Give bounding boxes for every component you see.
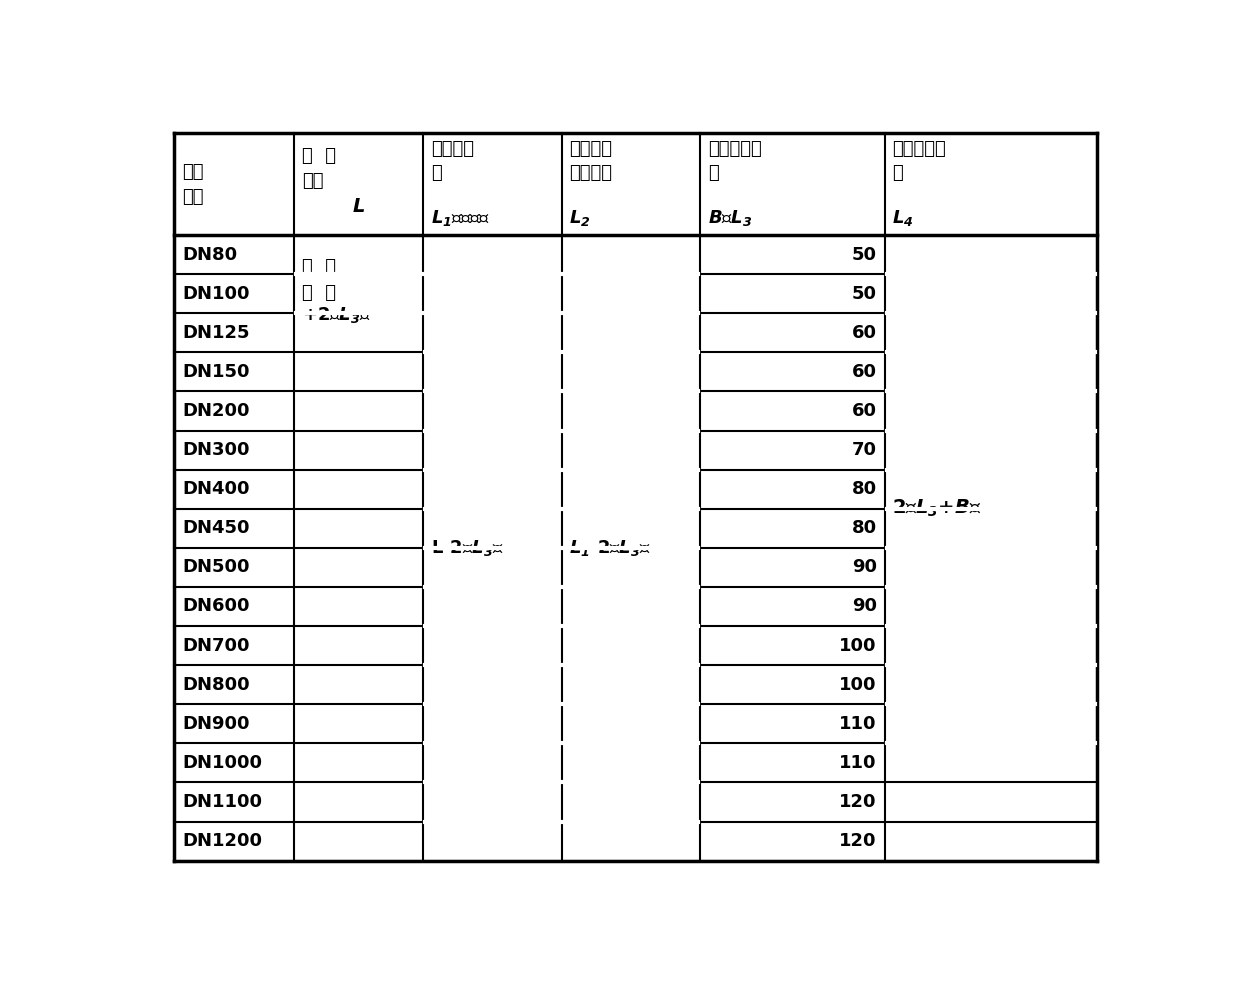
Text: DN400: DN400: [182, 480, 249, 498]
Text: 60: 60: [852, 402, 877, 420]
Text: 60: 60: [852, 324, 877, 341]
Text: +2（$\bfit{L_3}$）: +2（$\bfit{L_3}$）: [301, 305, 371, 326]
Text: $\bfit{L_2}$: $\bfit{L_2}$: [569, 208, 591, 227]
Text: $\bfit{L_1}$（缺口）: $\bfit{L_1}$（缺口）: [432, 208, 490, 227]
Text: DN80: DN80: [182, 246, 237, 264]
Text: 110: 110: [839, 714, 877, 733]
Text: 80: 80: [852, 480, 877, 498]
Text: DN1200: DN1200: [182, 832, 262, 850]
Text: DN500: DN500: [182, 558, 249, 577]
Text: 管道
规格: 管道 规格: [182, 162, 203, 206]
Text: DN1000: DN1000: [182, 754, 262, 771]
Text: 60: 60: [852, 363, 877, 381]
Text: DN600: DN600: [182, 597, 249, 615]
Text: DN450: DN450: [182, 520, 249, 537]
Text: DN200: DN200: [182, 402, 249, 420]
Text: 90: 90: [852, 558, 877, 577]
Text: DN150: DN150: [182, 363, 249, 381]
Text: 50: 50: [852, 284, 877, 303]
Text: 预制件复
合管长度: 预制件复 合管长度: [569, 140, 613, 181]
Text: $\bfit{L_4}$: $\bfit{L_4}$: [893, 208, 914, 227]
Text: 120: 120: [839, 793, 877, 811]
Text: DN100: DN100: [182, 284, 249, 303]
Text: 切  割
长度: 切 割 长度: [301, 148, 336, 190]
Text: DN800: DN800: [182, 676, 249, 694]
Text: 70: 70: [852, 441, 877, 460]
Text: 塑料短管长
度: 塑料短管长 度: [708, 140, 761, 181]
Text: 120: 120: [839, 832, 877, 850]
Text: L-2（$\bfit{L_3}$）: L-2（$\bfit{L_3}$）: [432, 538, 503, 558]
Text: DN125: DN125: [182, 324, 249, 341]
Text: 电熔管套长
度: 电熔管套长 度: [893, 140, 946, 181]
Text: DN900: DN900: [182, 714, 249, 733]
Text: 破  损
长  度: 破 损 长 度: [301, 258, 336, 302]
Text: $\bfit{L_1}$-2（$\bfit{L_3}$）: $\bfit{L_1}$-2（$\bfit{L_3}$）: [569, 538, 651, 558]
Text: $\bfit{B}$、$\bfit{L_3}$: $\bfit{B}$、$\bfit{L_3}$: [708, 208, 753, 227]
Text: 90: 90: [852, 597, 877, 615]
Text: 预制件长
度: 预制件长 度: [432, 140, 474, 181]
Text: 100: 100: [839, 637, 877, 654]
Text: DN1100: DN1100: [182, 793, 262, 811]
Text: $\bfit{L}$: $\bfit{L}$: [352, 197, 365, 216]
Text: 2（$\bfit{L_3}$+$\bfit{B}$）: 2（$\bfit{L_3}$+$\bfit{B}$）: [893, 498, 982, 520]
Text: DN700: DN700: [182, 637, 249, 654]
Text: 80: 80: [852, 520, 877, 537]
Text: 110: 110: [839, 754, 877, 771]
Text: 50: 50: [852, 246, 877, 264]
Text: DN300: DN300: [182, 441, 249, 460]
Text: 100: 100: [839, 676, 877, 694]
